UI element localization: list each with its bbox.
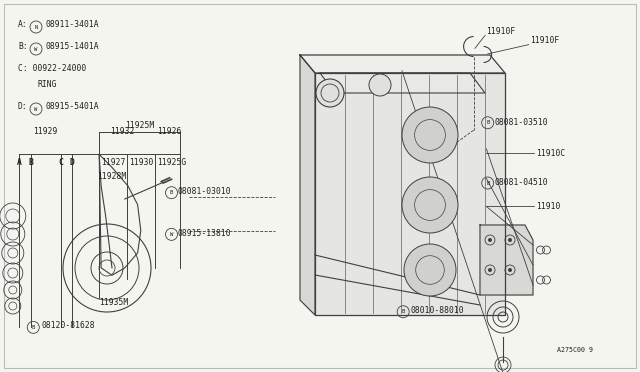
Text: A: A <box>17 158 22 167</box>
Text: 08120-81628: 08120-81628 <box>42 321 95 330</box>
Text: 08010-88010: 08010-88010 <box>410 307 464 315</box>
Text: 11926: 11926 <box>157 127 181 137</box>
Text: W: W <box>170 232 173 237</box>
Text: C: 00922-24000: C: 00922-24000 <box>18 64 86 73</box>
Text: 11928M: 11928M <box>97 172 127 182</box>
Text: 11925G: 11925G <box>157 158 186 167</box>
Text: 11910C: 11910C <box>536 149 566 158</box>
Text: 08915-5401A: 08915-5401A <box>46 102 100 111</box>
Circle shape <box>402 177 458 233</box>
Circle shape <box>404 244 456 296</box>
Polygon shape <box>320 73 485 93</box>
Text: B:: B: <box>18 42 28 51</box>
Text: 11935M: 11935M <box>99 298 129 307</box>
Circle shape <box>488 238 492 242</box>
Text: C: C <box>58 158 63 167</box>
Circle shape <box>488 268 492 272</box>
Polygon shape <box>480 225 533 295</box>
Text: B: B <box>31 325 35 330</box>
Text: 11930: 11930 <box>129 158 153 167</box>
Text: 11910F: 11910F <box>530 36 559 45</box>
Text: 11910: 11910 <box>536 202 561 211</box>
Text: 08915-13810: 08915-13810 <box>178 229 232 238</box>
Text: 08081-03510: 08081-03510 <box>495 118 548 126</box>
Circle shape <box>402 107 458 163</box>
Polygon shape <box>300 55 505 73</box>
Polygon shape <box>315 73 505 315</box>
Text: 08915-1401A: 08915-1401A <box>46 42 100 51</box>
Circle shape <box>369 74 391 96</box>
Text: D:: D: <box>18 102 28 111</box>
Text: 08911-3401A: 08911-3401A <box>46 20 100 29</box>
Text: 08081-03010: 08081-03010 <box>178 187 232 196</box>
Circle shape <box>508 238 512 242</box>
Text: B: B <box>401 309 405 314</box>
Text: D: D <box>69 158 74 167</box>
Text: 11910F: 11910F <box>486 27 516 36</box>
Text: B: B <box>170 190 173 195</box>
Text: W: W <box>35 46 38 51</box>
Text: W: W <box>35 106 38 112</box>
Text: 08081-04510: 08081-04510 <box>495 178 548 187</box>
Text: B: B <box>486 180 490 186</box>
Text: B: B <box>28 158 33 167</box>
Polygon shape <box>300 55 315 315</box>
Text: 11929: 11929 <box>33 127 57 137</box>
Text: 11932: 11932 <box>111 127 135 137</box>
Circle shape <box>508 268 512 272</box>
Circle shape <box>316 79 344 107</box>
Text: RING: RING <box>38 80 58 89</box>
Text: A:: A: <box>18 20 28 29</box>
Text: B: B <box>486 120 490 125</box>
Text: A275C00 9: A275C00 9 <box>557 347 593 353</box>
Text: 11927: 11927 <box>101 158 125 167</box>
Text: N: N <box>35 25 38 29</box>
Text: 11925M: 11925M <box>125 121 154 130</box>
